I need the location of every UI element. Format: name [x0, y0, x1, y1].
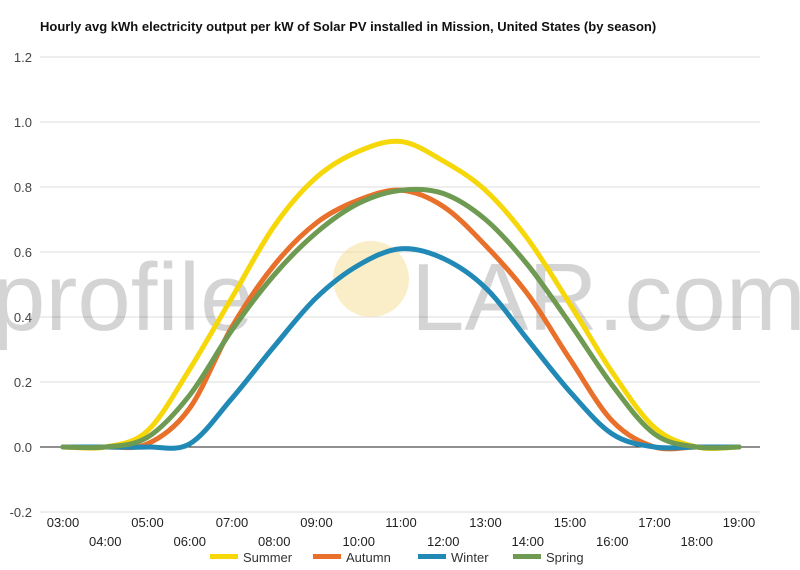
- legend-swatch-winter: [418, 554, 446, 559]
- series-lines: [60, 138, 742, 452]
- grid: [40, 56, 760, 513]
- y-axis-ticks: -0.2 0.0 0.2 0.4 0.6 0.8 1.0 1.2: [10, 50, 32, 520]
- x-tick-label: 10:00: [342, 534, 375, 549]
- sun-icon: [333, 241, 409, 317]
- legend-label-summer: Summer: [243, 550, 293, 565]
- x-tick-label: 18:00: [680, 534, 713, 549]
- legend-swatch-spring: [513, 554, 541, 559]
- x-tick-label: 16:00: [596, 534, 629, 549]
- y-tick-label: 1.0: [14, 115, 32, 130]
- y-tick-label: 0.6: [14, 245, 32, 260]
- x-tick-label: 09:00: [300, 515, 333, 530]
- x-tick-label: 15:00: [554, 515, 587, 530]
- x-tick-label: 11:00: [385, 515, 417, 530]
- legend-swatch-summer: [210, 554, 238, 559]
- series-line-winter: [60, 246, 742, 451]
- series-line-spring: [60, 186, 742, 451]
- y-tick-label: 0.4: [14, 310, 32, 325]
- x-tick-label: 14:00: [511, 534, 544, 549]
- legend-label-spring: Spring: [546, 550, 584, 565]
- x-tick-label: 06:00: [173, 534, 206, 549]
- watermark: profile LAR.com: [0, 241, 800, 351]
- x-tick-label: 17:00: [638, 515, 671, 530]
- x-tick-label: 19:00: [723, 515, 756, 530]
- x-axis-ticks: 03:00 04:00 05:00 06:00 07:00 08:00 09:00 10:00…: [47, 515, 756, 549]
- legend-label-winter: Winter: [451, 550, 489, 565]
- x-tick-label: 13:00: [469, 515, 502, 530]
- x-tick-label: 12:00: [427, 534, 460, 549]
- x-tick-label: 05:00: [131, 515, 164, 530]
- x-tick-label: 07:00: [216, 515, 249, 530]
- y-tick-label: -0.2: [10, 505, 32, 520]
- y-tick-label: 0.8: [14, 180, 32, 195]
- x-tick-label: 04:00: [89, 534, 122, 549]
- legend-swatch-autumn: [313, 554, 341, 559]
- chart-title: Hourly avg kWh electricity output per kW…: [40, 19, 657, 34]
- watermark-text-right: LAR.com: [411, 244, 800, 351]
- watermark-text-left: profile: [0, 244, 253, 351]
- legend: Summer Autumn Winter Spring: [210, 550, 584, 565]
- series-line-summer: [60, 138, 742, 451]
- x-tick-label: 03:00: [47, 515, 80, 530]
- y-tick-label: 0.0: [14, 440, 32, 455]
- legend-label-autumn: Autumn: [346, 550, 391, 565]
- y-tick-label: 1.2: [14, 50, 32, 65]
- y-tick-label: 0.2: [14, 375, 32, 390]
- x-tick-label: 08:00: [258, 534, 291, 549]
